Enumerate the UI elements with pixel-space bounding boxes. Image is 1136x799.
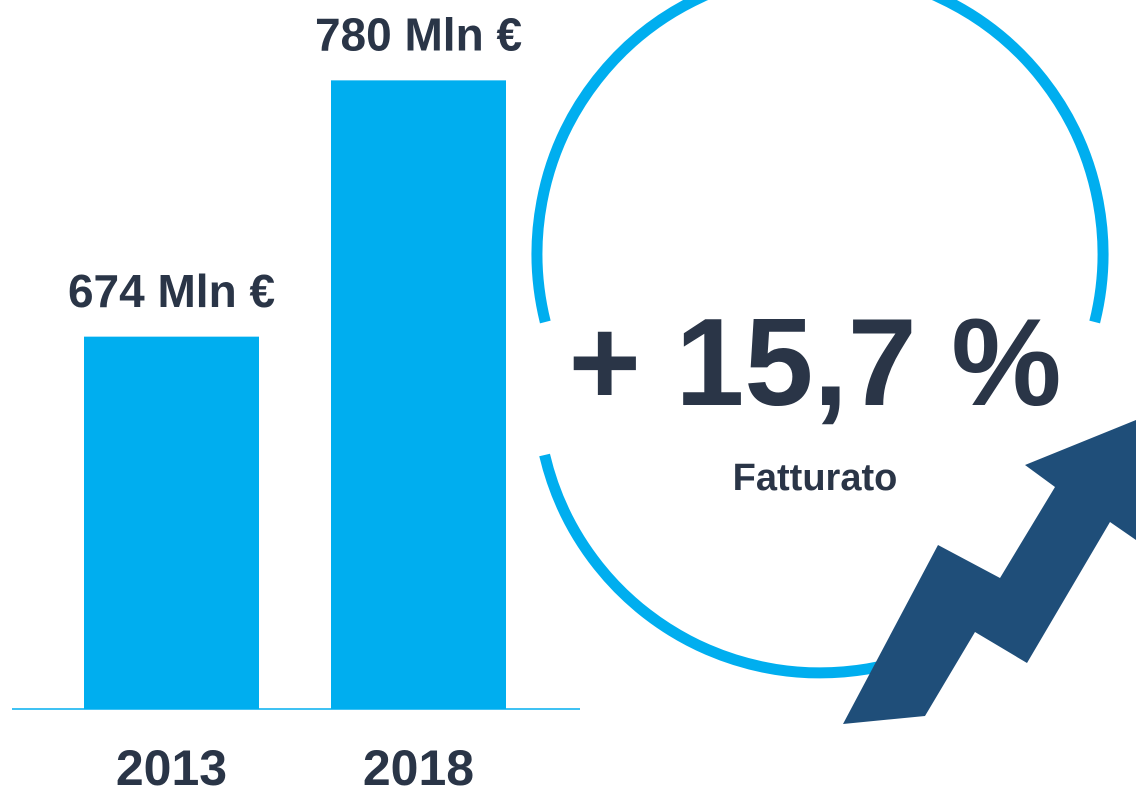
growth-arrow xyxy=(843,420,1136,724)
bar xyxy=(331,80,506,710)
growth-value: + 15,7 % xyxy=(569,294,1062,432)
x-tick-label: 2018 xyxy=(363,740,474,796)
value-label: 780 Mln € xyxy=(315,9,522,61)
value-label: 674 Mln € xyxy=(68,265,275,317)
growth-label: Fatturato xyxy=(733,457,898,499)
bar xyxy=(84,336,259,709)
circle-arc xyxy=(531,0,1109,324)
x-tick-label: 2013 xyxy=(116,740,227,796)
